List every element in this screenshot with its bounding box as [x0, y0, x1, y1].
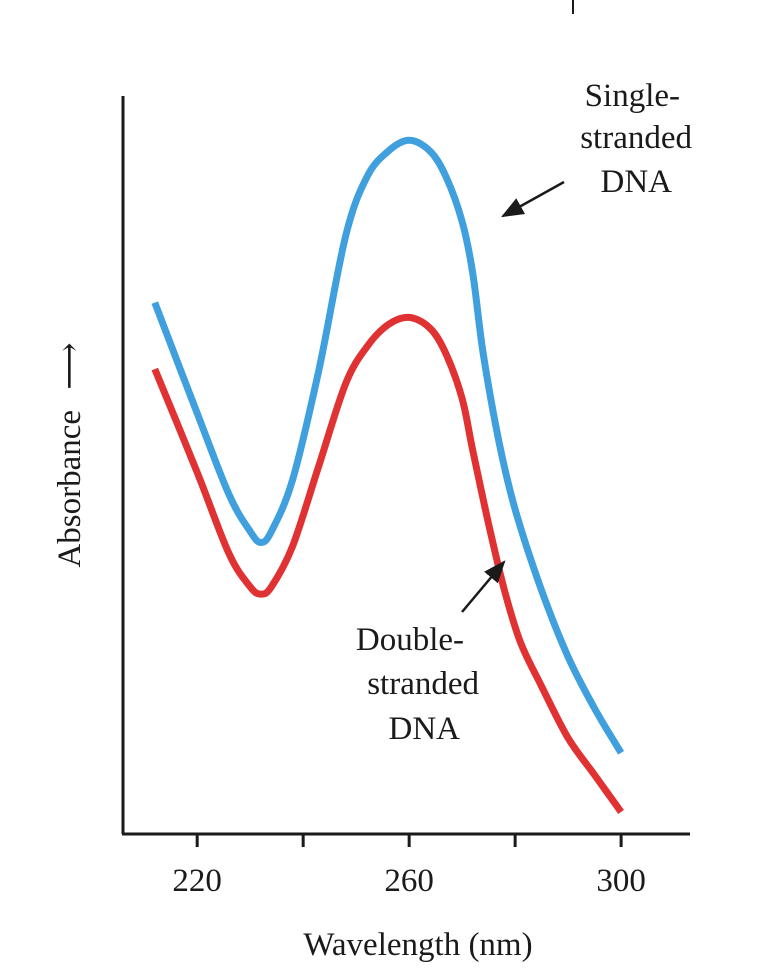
x-axis-title: Wavelength (nm): [303, 927, 532, 963]
y-axis-title: Absorbance ⟶: [52, 342, 88, 567]
x-ticks: [195, 834, 623, 847]
y-axis-title-group: Absorbance ⟶: [52, 342, 88, 567]
annotation-double-line-3: DNA: [389, 711, 461, 747]
axes: [121, 96, 690, 836]
annotation-double-line-1: Double-: [356, 622, 464, 658]
x-tick-label-300: 300: [596, 863, 646, 899]
series-line-single-stranded: [151, 136, 625, 755]
annotation-double-arrow: [461, 560, 506, 613]
y-axis-arrow: ⟶: [52, 342, 88, 389]
annotation-single-line-1: Single-: [585, 78, 680, 114]
y-axis-title-text: Absorbance: [52, 410, 88, 568]
annotation-single-stranded: Single- stranded DNA: [501, 78, 692, 218]
annotation-single-arrow: [501, 180, 565, 218]
series-line-double-stranded: [151, 313, 624, 814]
annotation-double-stranded: Double- stranded DNA: [356, 560, 506, 747]
x-tick-label-260: 260: [384, 863, 434, 899]
annotation-single-line-3: DNA: [601, 164, 673, 200]
x-tick-labels: 220 260 300: [172, 863, 645, 899]
series-group: [151, 136, 625, 814]
annotation-single-line-2: stranded: [580, 120, 692, 156]
annotation-double-line-2: stranded: [367, 666, 479, 702]
x-tick-label-220: 220: [172, 863, 222, 899]
